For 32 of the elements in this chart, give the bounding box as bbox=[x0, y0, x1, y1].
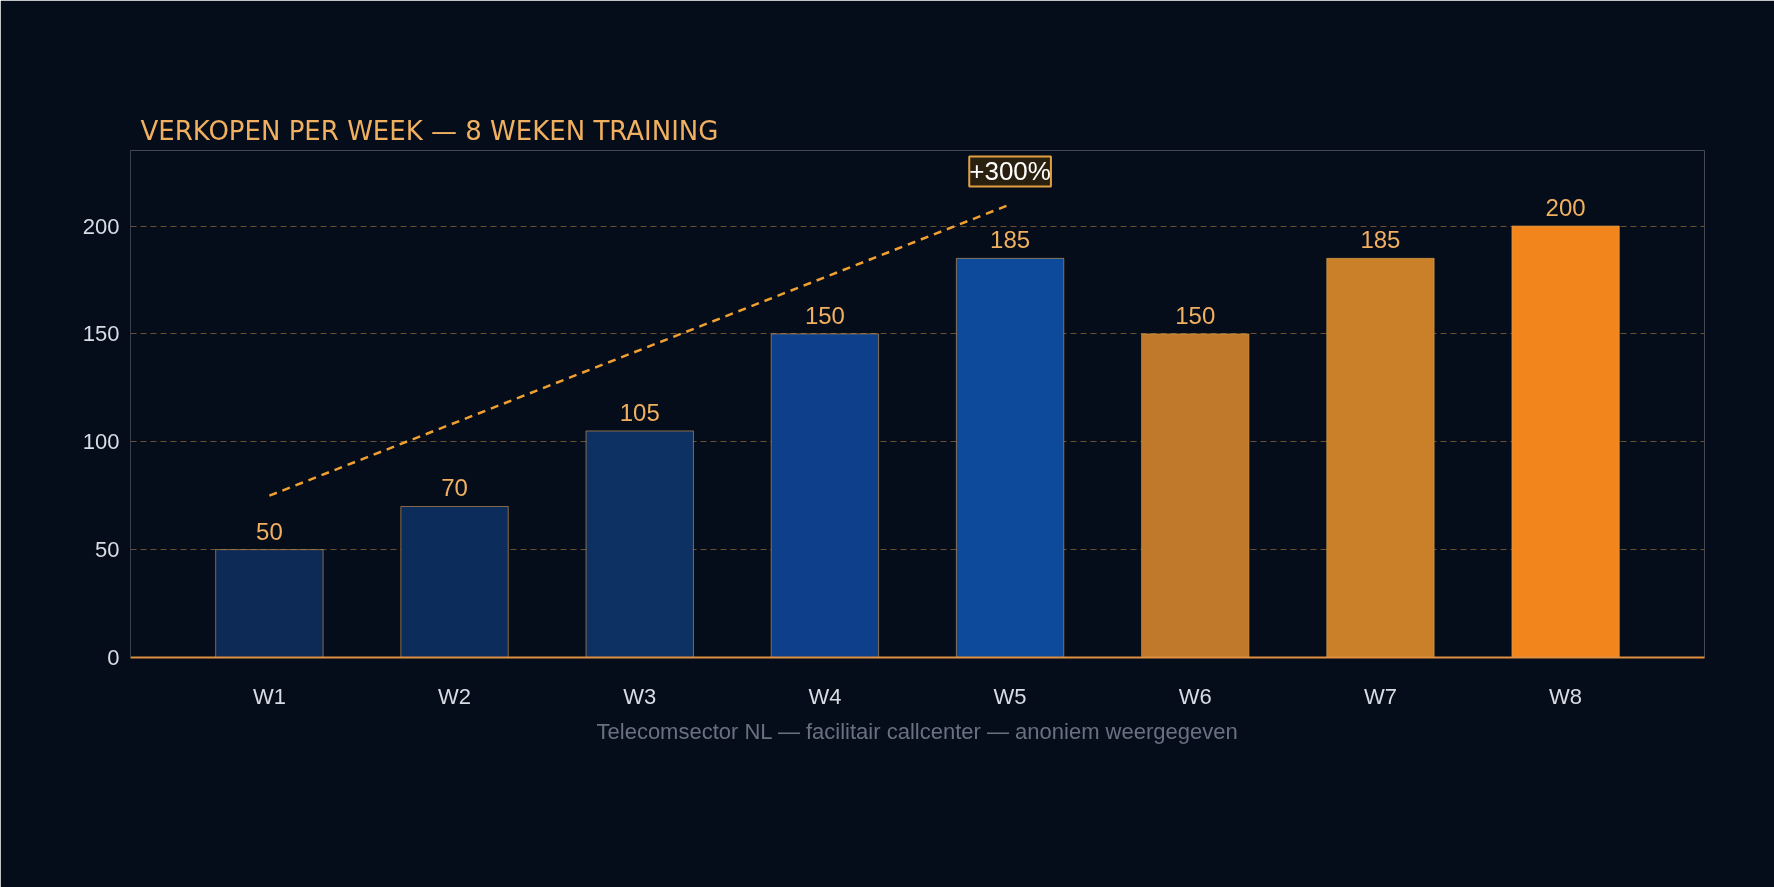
text: Telecomsector NL — facilitair callcenter — anoniem weergegeven bbox=[596, 718, 1238, 744]
bar bbox=[1141, 333, 1250, 658]
y-tick-label: 50 bbox=[95, 537, 120, 563]
bar bbox=[1326, 257, 1435, 658]
data-label: 150 bbox=[1175, 301, 1216, 329]
data-label: 185 bbox=[990, 226, 1031, 254]
bar bbox=[770, 333, 880, 658]
data-label: 185 bbox=[1360, 226, 1401, 254]
data-label: 105 bbox=[619, 398, 660, 426]
y-tick-label: 100 bbox=[82, 429, 120, 455]
data-label: 200 bbox=[1545, 194, 1586, 222]
y-tick-label: 150 bbox=[82, 321, 120, 347]
x-tick-label: W8 bbox=[1549, 683, 1583, 709]
bar bbox=[585, 430, 694, 658]
bar bbox=[1511, 225, 1620, 658]
y-tick-label: 200 bbox=[82, 213, 120, 239]
bar bbox=[215, 549, 324, 658]
x-tick-label: W4 bbox=[808, 683, 842, 709]
x-tick-label: W1 bbox=[252, 683, 286, 709]
data-label: 150 bbox=[804, 301, 845, 329]
x-tick-label: W2 bbox=[438, 683, 472, 709]
data-label: 50 bbox=[256, 517, 283, 545]
x-tick-label: W6 bbox=[1178, 683, 1212, 709]
x-tick-label: W5 bbox=[993, 683, 1027, 709]
bar bbox=[955, 257, 1065, 658]
x-tick-label: W3 bbox=[623, 683, 657, 709]
chart-title: VERKOPEN PER WEEK — 8 WEKEN TRAINING bbox=[140, 115, 719, 146]
bar bbox=[400, 505, 509, 658]
data-label: 70 bbox=[441, 474, 468, 502]
y-tick-label: 0 bbox=[107, 645, 120, 670]
x-tick-label: W7 bbox=[1363, 683, 1397, 709]
annotation: +300% bbox=[969, 156, 1051, 187]
